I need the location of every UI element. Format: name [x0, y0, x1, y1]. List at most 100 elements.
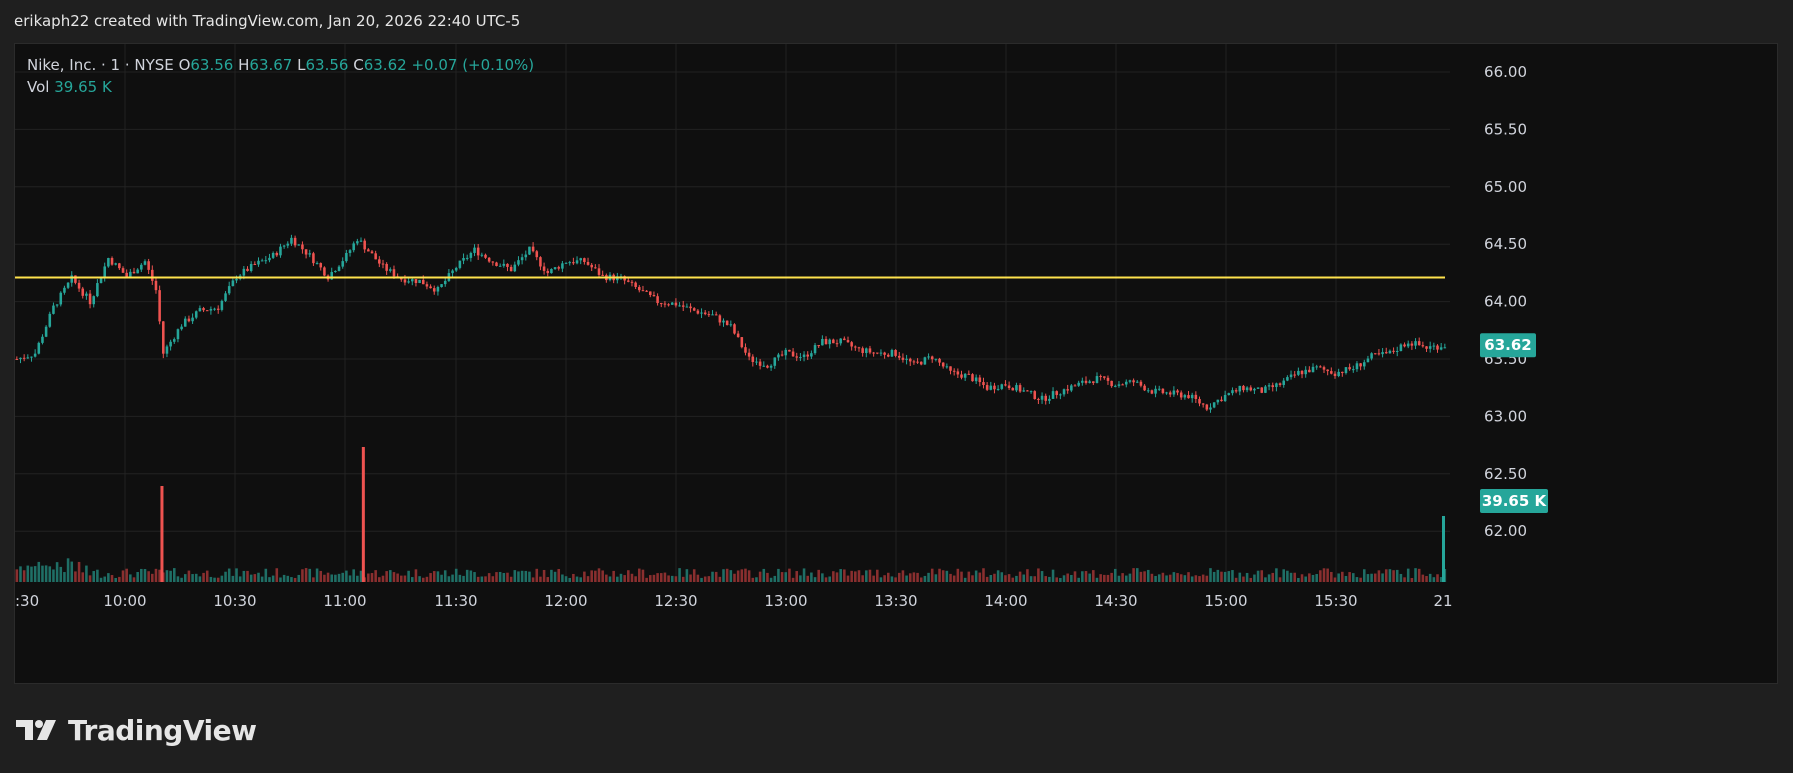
price-chart[interactable]: 62.0062.5063.0063.5064.0064.5065.0065.50…: [15, 44, 1777, 683]
volume-bar: [1238, 572, 1242, 582]
candle-body: [440, 284, 443, 288]
candle-body: [132, 271, 136, 274]
candle-body: [703, 312, 707, 315]
candle-body: [806, 354, 810, 357]
volume-bar: [1300, 574, 1304, 582]
volume-bar: [198, 576, 202, 582]
volume-bar: [832, 571, 835, 582]
candle-body: [44, 326, 48, 337]
candle-body: [550, 269, 553, 274]
volume-bar: [330, 574, 334, 582]
volume-bar: [996, 570, 1000, 582]
candle-body: [506, 263, 509, 267]
candle-body: [429, 286, 432, 289]
volume-bar: [253, 574, 257, 582]
candle-body: [249, 263, 253, 271]
legend-close-value: 63.62: [363, 56, 407, 74]
volume-bar: [517, 571, 520, 582]
candle-body: [553, 267, 557, 270]
volume-bar: [930, 568, 934, 582]
volume-bar: [37, 561, 41, 582]
chart-panel[interactable]: 62.00 62.50 63.00 63.50 64.00 64.50 65.00 65.50…: [14, 43, 1778, 684]
volume-bar: [1128, 573, 1132, 582]
legend-symbol: Nike, Inc. · 1 · NYSE: [27, 56, 174, 74]
volume-bar: [795, 571, 799, 582]
volume-bar: [1304, 576, 1307, 582]
candle-body: [334, 270, 337, 273]
candle-body: [546, 270, 550, 274]
candle-body: [1029, 391, 1033, 393]
candle-body: [1264, 386, 1267, 393]
volume-spike-bar: [160, 486, 164, 582]
candle-body: [1337, 371, 1340, 376]
candle-body: [1117, 384, 1121, 386]
volume-bar: [136, 571, 139, 582]
candle-body: [725, 320, 729, 326]
candle-body: [1293, 374, 1296, 376]
candle-body: [1308, 369, 1311, 373]
volume-bar: [821, 573, 824, 582]
candle-body: [66, 282, 70, 288]
candle-body: [656, 296, 659, 304]
volume-bar: [279, 577, 282, 582]
volume-bar: [1330, 571, 1333, 582]
candle-body: [1242, 385, 1245, 391]
volume-bar: [165, 570, 169, 582]
candle-body: [714, 314, 718, 316]
candle-body: [1216, 399, 1220, 403]
candle-body: [1011, 388, 1015, 391]
candle-body: [451, 270, 454, 274]
volume-bar: [1373, 573, 1377, 582]
candle-body: [1095, 376, 1099, 384]
candle-body: [1106, 377, 1110, 381]
volume-bar: [1190, 576, 1194, 582]
volume-bar: [619, 573, 623, 582]
volume-bar: [846, 575, 850, 582]
candle-body: [1256, 387, 1260, 389]
candle-body: [88, 293, 92, 305]
candle-body: [824, 338, 828, 345]
volume-bar: [1168, 574, 1172, 582]
volume-bar: [1333, 577, 1337, 582]
volume-bar: [462, 575, 465, 582]
x-tick-label: 21: [1433, 592, 1452, 610]
candle-body: [260, 260, 264, 262]
x-tick-label: 10:00: [103, 592, 146, 610]
candle-body: [341, 261, 344, 267]
candle-body: [297, 244, 301, 246]
volume-bar: [52, 569, 55, 582]
candle-body: [330, 272, 334, 280]
volume-bar: [674, 576, 678, 582]
candle-body: [678, 305, 681, 307]
volume-bar: [949, 573, 952, 582]
volume-bar: [1414, 568, 1417, 582]
volume-bar: [403, 575, 407, 582]
candle-body: [421, 279, 425, 285]
volume-bar: [696, 574, 700, 582]
volume-bar: [557, 568, 561, 582]
tradingview-logo[interactable]: TradingView: [16, 710, 257, 750]
volume-badge: [1480, 489, 1548, 513]
candle-body: [1044, 395, 1048, 401]
volume-bar: [1037, 568, 1040, 582]
volume-bar: [1121, 573, 1124, 582]
candle-body: [1132, 380, 1135, 383]
volume-bar: [381, 575, 385, 582]
candle-body: [484, 254, 487, 258]
x-tick-label: 13:00: [764, 592, 807, 610]
candle-body: [345, 252, 348, 262]
volume-bar: [897, 572, 901, 582]
candle-body: [1084, 380, 1088, 383]
candle-body: [1179, 392, 1183, 398]
volume-bar: [140, 568, 143, 582]
volume-bar: [630, 573, 634, 582]
candle-body: [594, 267, 597, 269]
price-axis: 62.0062.5063.0063.5064.0064.5065.0065.50…: [1484, 63, 1527, 540]
volume-bar: [1114, 568, 1117, 582]
candle-body: [692, 308, 696, 311]
legend-low-label: L: [297, 56, 306, 74]
candle-body: [707, 314, 711, 316]
volume-bar: [107, 573, 110, 582]
volume-bar: [1432, 577, 1436, 582]
candle-body: [923, 357, 927, 365]
